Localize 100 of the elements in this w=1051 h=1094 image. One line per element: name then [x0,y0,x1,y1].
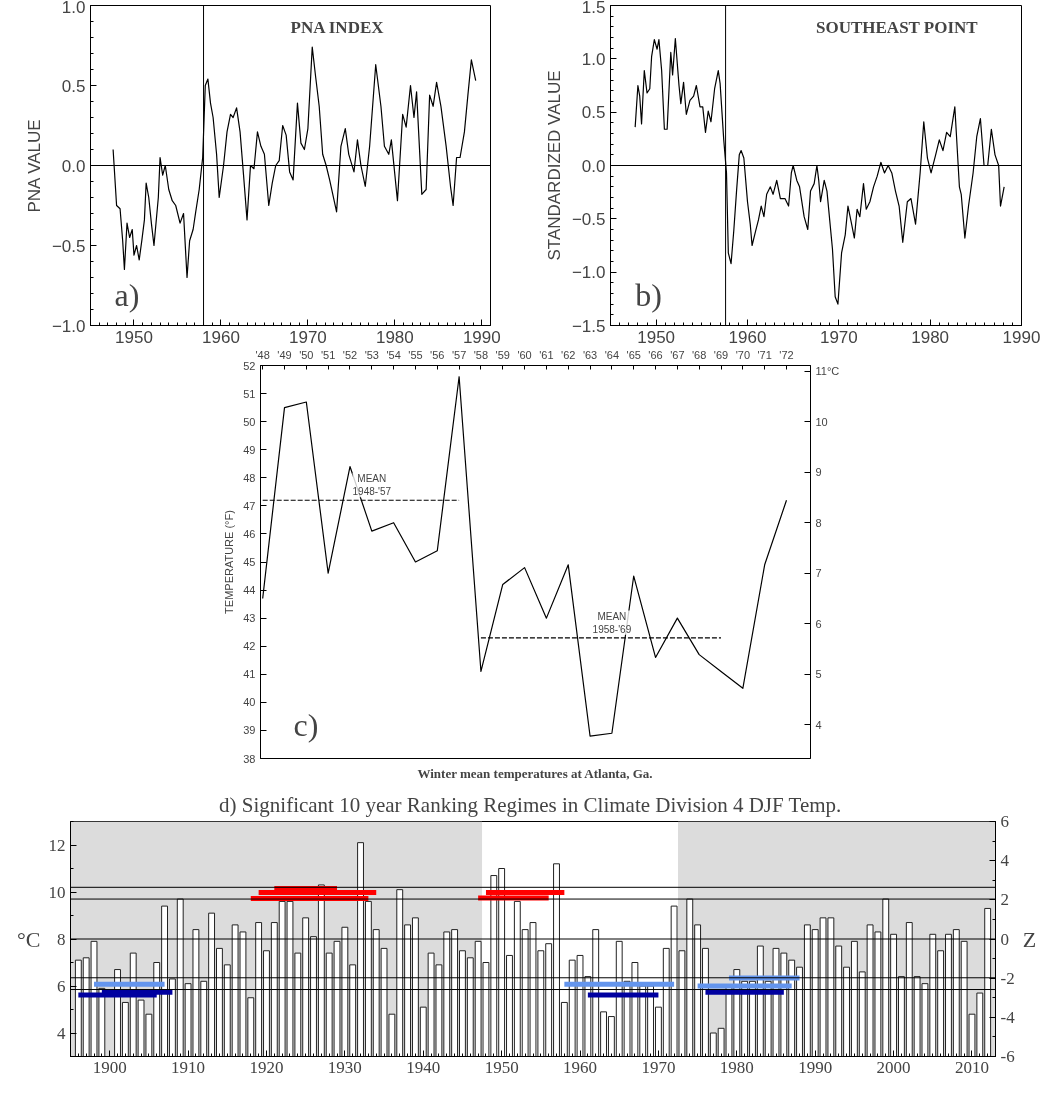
x-tick-label: 1980 [375,327,414,347]
y-tick-label: −0.5 [571,209,606,229]
x-tick-label: '57 [451,348,467,361]
x-tick-label: 1960 [563,1057,598,1077]
x-tick-label: 1950 [115,327,153,347]
y-tick-label: 44 [243,584,256,597]
x-tick-label: '70 [735,348,751,361]
y2-tick-label: -6 [1000,1047,1015,1066]
y-tick-label: 1.0 [581,49,606,69]
y-tick-label: 39 [243,724,256,737]
x-tick-label: '64 [604,348,620,361]
y2-axis-title: Z [1022,926,1037,952]
x-tick-label: 2000 [876,1057,911,1077]
y-tick-label: 0.0 [61,156,86,176]
x-tick-label: 1930 [327,1057,362,1077]
y-tick-label: 46 [243,527,256,540]
x-tick-label: 1960 [728,327,767,347]
x-tick-label: '52 [342,348,358,361]
y-tick-label: −1.5 [571,316,606,336]
x-tick-label: '51 [320,348,336,361]
x-tick-label: '48 [255,348,270,361]
x-tick-label: '72 [779,348,794,361]
y2-tick-label: 7 [815,567,822,580]
x-tick-label: '54 [386,348,401,361]
text: PNA INDEX [290,18,385,38]
y2-tick-label: 10 [815,415,828,428]
y-tick-label: 0.5 [61,76,86,96]
y-tick-label: 12 [48,835,66,855]
x-tick-label: 1970 [288,327,327,347]
y-tick-label: 8 [57,929,66,949]
y-tick-label: 51 [243,387,256,400]
y-tick-label: 1.0 [61,0,86,17]
y2-tick-label: 9 [815,466,822,479]
y-tick-label: −1.0 [571,263,606,283]
x-tick-label: 1900 [92,1057,127,1077]
y-axis-title: STANDARDIZED VALUE [544,70,564,261]
y-axis-title: PNA VALUE [24,119,44,213]
y2-tick-label: 6 [1000,812,1009,831]
y-tick-label: 47 [243,499,256,512]
annotation: MEAN 1948-'57 [352,473,392,498]
y-axis-title: °C [17,926,41,952]
x-tick-label: 1990 [798,1057,833,1077]
x-tick-label: 1980 [911,327,950,347]
y-tick-label: 45 [243,556,256,568]
y2-tick-label: 4 [1000,851,1010,871]
x-tick-label: '49 [277,348,292,361]
y-tick-label: 0.0 [581,156,606,176]
annotation: c) [293,706,319,743]
y2-tick-label: 8 [815,516,822,529]
y2-tick-label: 2 [1000,890,1009,910]
x-tick-label: '67 [670,348,685,361]
text: SOUTHEAST POINT [816,18,979,38]
x-tick-label: '53 [364,348,379,361]
x-tick-label: '71 [757,348,772,361]
annotation: a) [114,276,140,313]
x-tick-label: '66 [648,348,663,361]
x-tick-label: 1980 [719,1057,754,1077]
annotation: b) [635,276,662,313]
y2-tick-label: -2 [1000,968,1015,988]
y-tick-label: 52 [243,359,256,372]
x-tick-label: 1950 [484,1057,519,1077]
y2-tick-label: 4 [815,718,822,731]
x-tick-label: 1990 [1002,327,1041,347]
y2-tick-label: 11°C [815,365,840,378]
y-tick-label: 50 [243,415,256,428]
x-tick-label: '61 [539,348,554,361]
y-tick-label: 1.5 [581,0,606,17]
y-tick-label: 6 [57,976,66,996]
x-tick-label: 2010 [954,1057,989,1077]
x-tick-label: '60 [517,348,532,361]
y-tick-label: 10 [48,882,66,902]
x-tick-label: 1950 [637,327,676,347]
x-tick-label: '62 [561,348,576,361]
x-tick-label: '59 [495,348,510,361]
x-tick-label: '55 [408,348,423,361]
x-tick-label: '63 [582,348,598,361]
x-tick-label: '69 [713,348,729,361]
x-tick-label: '68 [692,348,707,361]
y-tick-label: 42 [243,640,256,653]
x-tick-label: '58 [473,348,489,361]
text: Winter mean temperatures at Atlanta, Ga. [417,765,653,781]
y-tick-label: 38 [243,752,256,765]
y-axis-title: TEMPERATURE (°F) [223,510,236,614]
x-tick-label: 1970 [819,327,858,347]
y2-tick-label: -4 [1000,1007,1016,1027]
x-tick-label: 1920 [249,1057,284,1077]
y2-tick-label: 5 [815,668,822,681]
x-tick-label: 1990 [462,327,501,347]
x-tick-label: 1970 [641,1057,676,1077]
x-tick-label: 1910 [171,1057,206,1077]
x-tick-label: 1940 [406,1057,441,1077]
y-tick-label: 49 [243,443,256,456]
y-tick-label: 43 [243,612,256,625]
y-tick-label: 4 [57,1023,66,1043]
y-tick-label: 0.5 [581,103,606,123]
chart-title: d) Significant 10 year Ranking Regimes in Climate Division 4 DJF Temp. [219,792,842,817]
y-tick-label: −0.5 [51,236,86,256]
y-tick-label: 48 [243,471,256,484]
x-tick-label: '50 [299,348,314,361]
annotation: MEAN 1958-'69 [592,610,632,635]
